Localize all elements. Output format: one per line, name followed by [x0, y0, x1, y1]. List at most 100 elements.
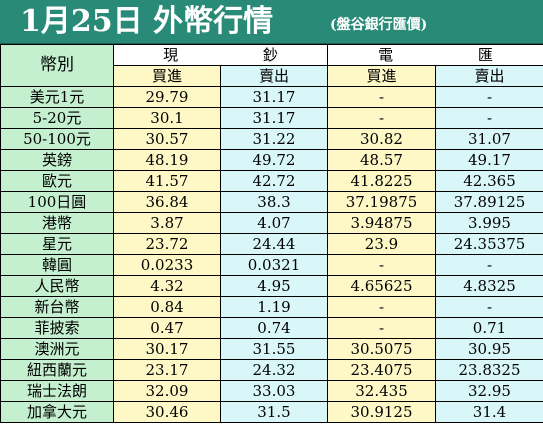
- cash-buy-rate: 32.09: [113, 380, 221, 402]
- currency-name: 100日圓: [0, 191, 114, 213]
- table-row: 加拿大元 30.46 31.5 30.9125 31.4: [0, 401, 543, 423]
- table-row: 港幣 3.87 4.07 3.94875 3.995: [0, 212, 543, 234]
- currency-name: 歐元: [0, 170, 114, 192]
- currency-name: 菲披索: [0, 317, 114, 339]
- currency-name: 加拿大元: [0, 401, 114, 423]
- tt-buy-rate: -: [327, 317, 436, 339]
- cash-sell-rate: 31.17: [220, 86, 328, 108]
- group-header-row: 幣別 現 鈔 電 匯: [0, 44, 543, 87]
- tt-sell-rate: 4.8325: [435, 275, 543, 297]
- cash-sell-rate: 24.32: [220, 359, 328, 381]
- source-note: (盤谷銀行匯價): [330, 17, 428, 33]
- cash-sell-rate: 31.55: [220, 338, 328, 360]
- cash-buy-rate: 4.32: [113, 275, 221, 297]
- tt-sell-rate: -: [435, 107, 543, 129]
- cash-buy-rate: 30.57: [113, 128, 221, 150]
- tt-sell-header: 賣出: [435, 65, 543, 87]
- cash-buy-rate: 0.84: [113, 296, 221, 318]
- table-row: 紐西蘭元 23.17 24.32 23.4075 23.8325: [0, 359, 543, 381]
- cash-buy-rate: 30.1: [113, 107, 221, 129]
- table-row: 50-100元 30.57 31.22 30.82 31.07: [0, 128, 543, 150]
- tt-sell-rate: 31.07: [435, 128, 543, 150]
- cash-buy-rate: 0.0233: [113, 254, 221, 276]
- cash-sell-rate: 4.95: [220, 275, 328, 297]
- tt-buy-rate: -: [327, 86, 436, 108]
- cash-sell-rate: 38.3: [220, 191, 328, 213]
- cash-sell-rate: 49.72: [220, 149, 328, 171]
- cash-sell-rate: 31.17: [220, 107, 328, 129]
- cash-sell-rate: 0.0321: [220, 254, 328, 276]
- currency-name: 紐西蘭元: [0, 359, 114, 381]
- cash-sell-header: 賣出: [220, 65, 328, 87]
- cash-buy-rate: 41.57: [113, 170, 221, 192]
- table-row: 100日圓 36.84 38.3 37.19875 37.89125: [0, 191, 543, 213]
- cash-buy-rate: 30.46: [113, 401, 221, 423]
- tt-sell-rate: 0.71: [435, 317, 543, 339]
- currency-name: 人民幣: [0, 275, 114, 297]
- tt-sell-rate: 24.35375: [435, 233, 543, 255]
- tt-buy-rate: 37.19875: [327, 191, 436, 213]
- tt-sell-rate: 23.8325: [435, 359, 543, 381]
- rates-body: 美元1元 29.79 31.17- -5-20元 30.1 31.17- -50-100元 3…: [0, 86, 543, 423]
- table-row: 歐元 41.57 42.72 41.8225 42.365: [0, 170, 543, 192]
- cash-buy-rate: 23.72: [113, 233, 221, 255]
- table-row: 菲披索 0.47 0.74-0.71: [0, 317, 543, 339]
- tt-sell-rate: -: [435, 86, 543, 108]
- tt-buy-rate: 3.94875: [327, 212, 436, 234]
- cash-group-header: 現 鈔: [113, 44, 328, 66]
- table-row: 澳洲元 30.17 31.55 30.5075 30.95: [0, 338, 543, 360]
- tt-sell-rate: -: [435, 254, 543, 276]
- page-title: 1月25日 外幣行情: [20, 4, 274, 39]
- cash-buy-rate: 0.47: [113, 317, 221, 339]
- tt-buy-rate: 30.9125: [327, 401, 436, 423]
- subheader-row: 買進 賣出 買進 賣出: [1, 65, 543, 87]
- rates-table: 幣別 現 鈔 電 匯 買進 賣出 買進 賣出 美元1元 29.79 31.17- -5…: [0, 44, 543, 423]
- cash-buy-rate: 29.79: [113, 86, 221, 108]
- table-row: 新台幣 0.84 1.19- -: [0, 296, 543, 318]
- telegraphic-group-header: 電 匯: [327, 44, 543, 66]
- cash-sell-rate: 31.5: [220, 401, 328, 423]
- currency-name: 星元: [0, 233, 114, 255]
- tt-buy-rate: 48.57: [327, 149, 436, 171]
- cash-sell-rate: 42.72: [220, 170, 328, 192]
- cash-buy-header: 買進: [113, 65, 221, 87]
- currency-name: 新台幣: [0, 296, 114, 318]
- tt-buy-rate: -: [327, 296, 436, 318]
- table-row: 英鎊 48.19 49.72 48.57 49.17: [0, 149, 543, 171]
- tt-buy-rate: 30.82: [327, 128, 436, 150]
- cash-sell-rate: 33.03: [220, 380, 328, 402]
- tt-sell-rate: 37.89125: [435, 191, 543, 213]
- table-row: 瑞士法朗 32.09 33.03 32.435 32.95: [0, 380, 543, 402]
- tt-buy-rate: 41.8225: [327, 170, 436, 192]
- cash-sell-rate: 31.22: [220, 128, 328, 150]
- tt-buy-rate: 23.4075: [327, 359, 436, 381]
- cash-buy-rate: 36.84: [113, 191, 221, 213]
- currency-name: 韓圓: [0, 254, 114, 276]
- tt-buy-rate: 32.435: [327, 380, 436, 402]
- tt-sell-rate: 32.95: [435, 380, 543, 402]
- tt-buy-rate: -: [327, 107, 436, 129]
- table-row: 韓圓 0.0233 0.0321- -: [0, 254, 543, 276]
- tt-sell-rate: 3.995: [435, 212, 543, 234]
- currency-name: 英鎊: [0, 149, 114, 171]
- cash-sell-rate: 24.44: [220, 233, 328, 255]
- tt-sell-rate: 30.95: [435, 338, 543, 360]
- currency-name: 美元1元: [0, 86, 114, 108]
- title-bar: 1月25日 外幣行情 (盤谷銀行匯價): [0, 0, 543, 44]
- tt-buy-rate: 4.65625: [327, 275, 436, 297]
- tt-buy-rate: 23.9: [327, 233, 436, 255]
- currency-name: 50-100元: [0, 128, 114, 150]
- cash-buy-rate: 23.17: [113, 359, 221, 381]
- cash-sell-rate: 1.19: [220, 296, 328, 318]
- cash-buy-rate: 3.87: [113, 212, 221, 234]
- cash-sell-rate: 0.74: [220, 317, 328, 339]
- currency-name: 港幣: [0, 212, 114, 234]
- table-row: 美元1元 29.79 31.17- -: [0, 86, 543, 108]
- tt-sell-rate: 49.17: [435, 149, 543, 171]
- tt-buy-rate: 30.5075: [327, 338, 436, 360]
- tt-sell-rate: -: [435, 296, 543, 318]
- cash-buy-rate: 30.17: [113, 338, 221, 360]
- cash-buy-rate: 48.19: [113, 149, 221, 171]
- cash-sell-rate: 4.07: [220, 212, 328, 234]
- table-row: 人民幣 4.32 4.95 4.65625 4.8325: [0, 275, 543, 297]
